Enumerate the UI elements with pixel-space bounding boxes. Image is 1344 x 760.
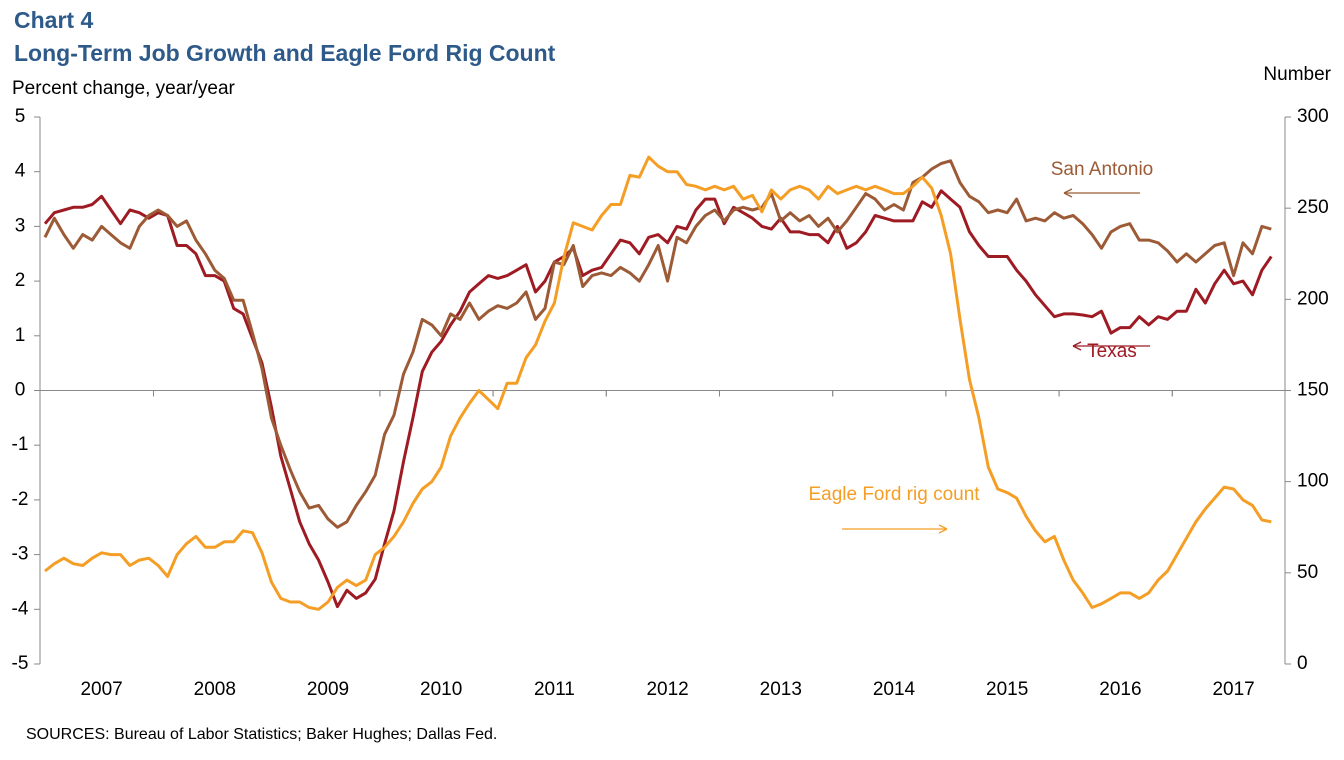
arrow-head <box>1063 188 1073 198</box>
series-line <box>44 155 1272 611</box>
y2-tick-label: 50 <box>1297 562 1318 583</box>
x-tick-label: 2009 <box>307 679 349 700</box>
y-axis-label: Percent change, year/year <box>12 78 236 99</box>
arrow-head <box>938 524 948 534</box>
source-note: SOURCES: Bureau of Labor Statistics; Bak… <box>26 726 497 743</box>
y-tick-label: 4 <box>15 161 26 182</box>
y2-tick-label: 200 <box>1297 288 1329 309</box>
y2-tick-label: 100 <box>1297 471 1329 492</box>
x-tick-label: 2008 <box>194 679 236 700</box>
series-line <box>43 159 1272 529</box>
series-line <box>43 189 1273 609</box>
x-tick-label: 2017 <box>1212 679 1254 700</box>
y2-axis-label: Number <box>1263 64 1331 85</box>
y2-tick-label: 0 <box>1297 653 1308 674</box>
y-tick-label: -1 <box>12 434 29 455</box>
y2-tick-label: 150 <box>1297 380 1329 401</box>
x-tick-label: 2007 <box>80 679 122 700</box>
y2-tick-label: 250 <box>1297 197 1329 218</box>
x-tick-label: 2015 <box>986 679 1028 700</box>
x-tick-label: 2011 <box>534 679 575 700</box>
y-tick-label: 1 <box>15 325 26 346</box>
y-tick-label: 5 <box>15 106 26 127</box>
x-tick-label: 2012 <box>646 679 688 700</box>
series-label: Texas <box>1087 341 1137 362</box>
x-tick-label: 2016 <box>1099 679 1141 700</box>
y-tick-label: 0 <box>15 380 26 401</box>
series-label: San Antonio <box>1051 159 1153 180</box>
chart-subtitle: Long-Term Job Growth and Eagle Ford Rig … <box>14 40 556 66</box>
y-tick-label: 2 <box>15 270 26 291</box>
y-tick-label: -2 <box>12 489 29 510</box>
y-tick-label: 3 <box>15 215 26 236</box>
x-tick-label: 2010 <box>420 679 462 700</box>
y-tick-label: -4 <box>12 598 29 619</box>
x-tick-label: 2013 <box>760 679 802 700</box>
y-tick-label: -5 <box>12 653 29 674</box>
arrow-head <box>1072 341 1082 351</box>
series-label: Eagle Ford rig count <box>808 484 980 505</box>
y2-tick-label: 300 <box>1297 106 1329 127</box>
x-tick-label: 2014 <box>873 679 916 700</box>
chart-title: Chart 4 <box>14 7 93 33</box>
y-tick-label: -3 <box>12 544 29 565</box>
